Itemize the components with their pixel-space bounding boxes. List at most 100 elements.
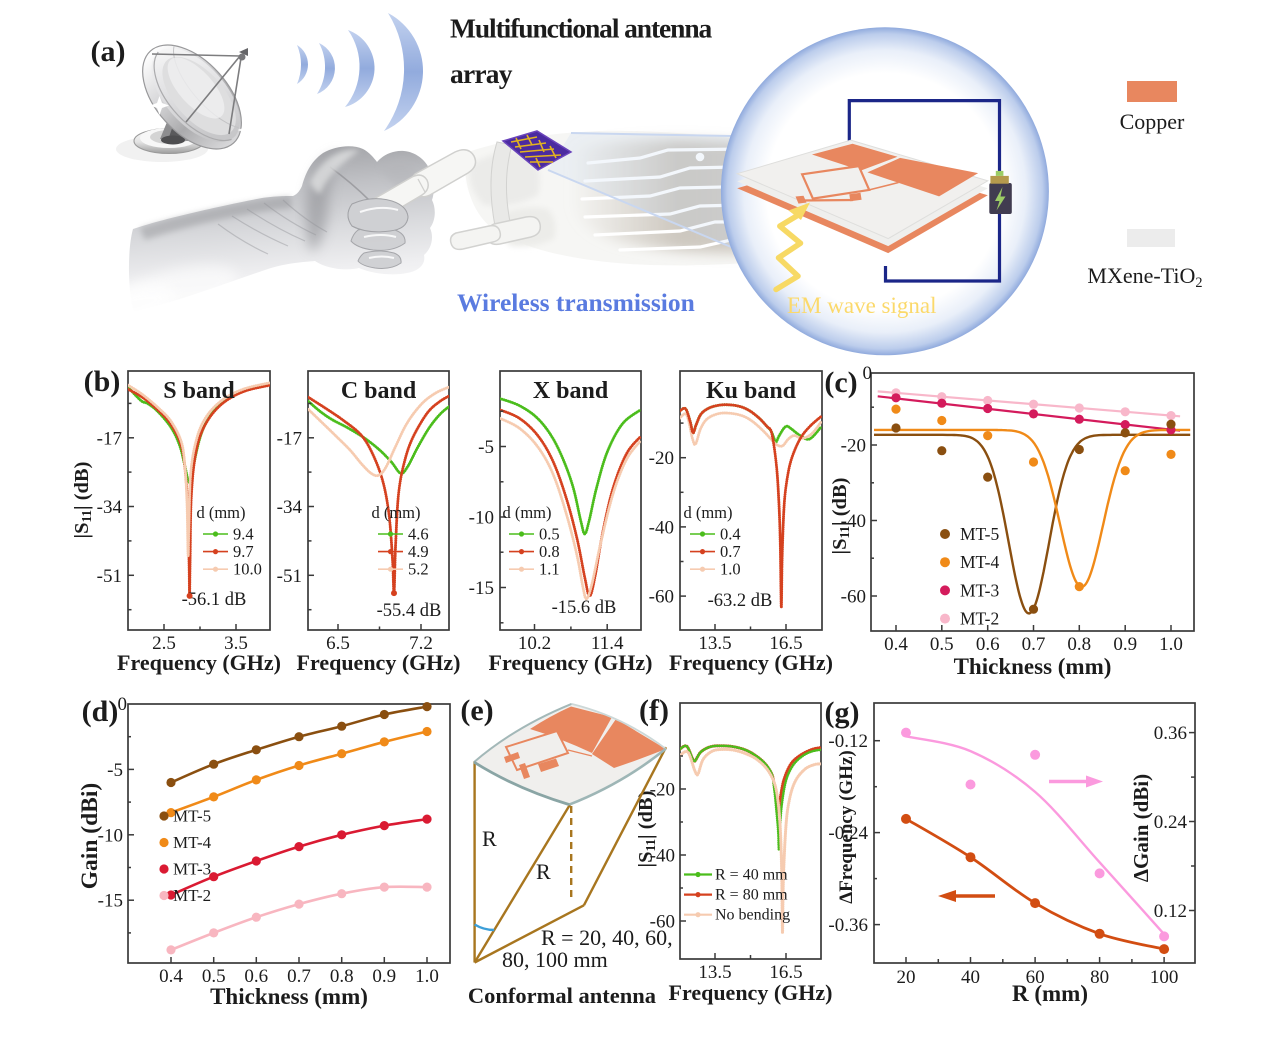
svg-text:-10: -10 [469,508,494,529]
svg-text:0.4: 0.4 [720,525,741,544]
svg-text:0.9: 0.9 [1113,634,1137,655]
svg-text:Frequency (GHz): Frequency (GHz) [669,650,833,675]
svg-text:MT-3: MT-3 [173,860,211,879]
svg-text:R: R [536,859,551,884]
svg-text:-51: -51 [97,566,122,587]
svg-text:-10: -10 [98,825,123,846]
svg-text:C band: C band [341,378,417,404]
svg-text:Conformal antenna: Conformal antenna [468,983,656,1008]
svg-text:d (mm): d (mm) [196,503,245,522]
svg-text:7.2: 7.2 [409,633,433,654]
svg-text:1.1: 1.1 [539,560,560,579]
svg-text:d (mm): d (mm) [683,503,732,522]
svg-text:0: 0 [863,363,873,384]
svg-text:array: array [450,58,513,89]
svg-text:-60: -60 [649,587,674,608]
svg-text:-60: -60 [650,912,675,933]
svg-text:-20: -20 [841,436,866,457]
svg-text:13.5: 13.5 [698,633,731,654]
svg-text:Gain (dBi): Gain (dBi) [77,783,103,889]
svg-text:Thickness (mm): Thickness (mm) [210,984,368,1009]
svg-text:-40: -40 [649,517,674,538]
svg-text:-0.24: -0.24 [828,823,868,844]
svg-text:9.7: 9.7 [233,542,254,561]
svg-text:-20: -20 [650,780,675,801]
svg-text:|S11| (dB): |S11| (dB) [829,478,852,555]
svg-text:6.5: 6.5 [326,633,350,654]
svg-text:MT-2: MT-2 [960,609,999,629]
svg-text:-15: -15 [469,578,494,599]
svg-text:-17: -17 [97,428,122,449]
svg-text:MT-5: MT-5 [173,807,211,826]
svg-text:80, 100 mm: 80, 100 mm [502,947,608,972]
svg-text:20: 20 [897,967,916,988]
svg-text:-34: -34 [97,497,123,518]
svg-text:0.9: 0.9 [372,966,396,987]
svg-text:0.8: 0.8 [539,542,560,561]
svg-text:R = 80 mm: R = 80 mm [715,887,788,904]
svg-text:EM wave signal: EM wave signal [787,293,936,318]
svg-text:Multifunctional antenna: Multifunctional antenna [450,13,713,44]
svg-text:4.9: 4.9 [408,542,429,561]
svg-text:R = 40 mm: R = 40 mm [715,867,788,884]
svg-text:-15.6 dB: -15.6 dB [552,598,617,618]
svg-text:Frequency (GHz): Frequency (GHz) [297,650,461,675]
svg-text:(d): (d) [82,695,119,728]
svg-text:0.7: 0.7 [720,542,741,561]
svg-text:-34: -34 [277,497,303,518]
svg-text:ΔFrequency (GHz): ΔFrequency (GHz) [836,750,857,904]
svg-text:0.5: 0.5 [202,966,226,987]
svg-text:Ku band: Ku band [706,378,797,404]
svg-text:0.8: 0.8 [330,966,354,987]
svg-text:0.4: 0.4 [884,634,908,655]
svg-text:MT-5: MT-5 [960,524,999,544]
svg-text:0.5: 0.5 [930,634,954,655]
svg-text:-56.1 dB: -56.1 dB [182,590,247,610]
svg-text:60: 60 [1026,967,1045,988]
svg-text:-17: -17 [277,428,302,449]
svg-text:Frequency (GHz): Frequency (GHz) [117,650,281,675]
svg-text:-20: -20 [649,448,674,469]
svg-text:16.5: 16.5 [769,962,802,983]
svg-text:4.6: 4.6 [408,525,429,544]
svg-text:1.0: 1.0 [720,560,741,579]
svg-text:-51: -51 [277,566,302,587]
svg-text:ΔGain (dBi): ΔGain (dBi) [1129,774,1153,882]
svg-text:16.5: 16.5 [769,633,802,654]
svg-text:0.6: 0.6 [976,634,1000,655]
svg-text:0.12: 0.12 [1154,901,1187,922]
svg-text:1.0: 1.0 [1159,634,1183,655]
svg-text:Frequency (GHz): Frequency (GHz) [489,650,653,675]
svg-text:R = 20, 40, 60,: R = 20, 40, 60, [541,925,673,950]
svg-text:-5: -5 [478,437,494,458]
svg-text:0: 0 [118,694,128,715]
svg-text:(f): (f) [639,694,669,727]
svg-text:d (mm): d (mm) [371,503,420,522]
svg-text:(g): (g) [825,696,860,729]
svg-text:MT-4: MT-4 [960,552,999,572]
svg-text:0.6: 0.6 [244,966,268,987]
svg-text:(a): (a) [91,35,126,68]
svg-text:R (mm): R (mm) [1012,981,1088,1006]
svg-text:-60: -60 [841,587,866,608]
svg-text:(e): (e) [460,694,493,727]
svg-text:-40: -40 [650,846,675,867]
svg-text:MT-2: MT-2 [173,886,211,905]
svg-text:MT-4: MT-4 [173,833,212,852]
svg-text:13.5: 13.5 [698,962,731,983]
svg-text:-15: -15 [98,891,123,912]
svg-text:100: 100 [1150,967,1179,988]
svg-text:-5: -5 [107,760,123,781]
svg-text:d (mm): d (mm) [502,503,551,522]
svg-text:0.7: 0.7 [287,966,311,987]
svg-text:0.4: 0.4 [159,966,183,987]
svg-text:Thickness (mm): Thickness (mm) [954,654,1112,679]
svg-text:-63.2 dB: -63.2 dB [708,591,773,611]
svg-text:-0.36: -0.36 [828,915,868,936]
svg-text:-40: -40 [841,511,866,532]
svg-text:9.4: 9.4 [233,525,254,544]
svg-text:MXene-TiO2: MXene-TiO2 [1087,263,1202,291]
svg-text:5.2: 5.2 [408,560,429,579]
svg-text:No bending: No bending [715,907,790,924]
svg-text:Frequency (GHz): Frequency (GHz) [669,980,833,1005]
